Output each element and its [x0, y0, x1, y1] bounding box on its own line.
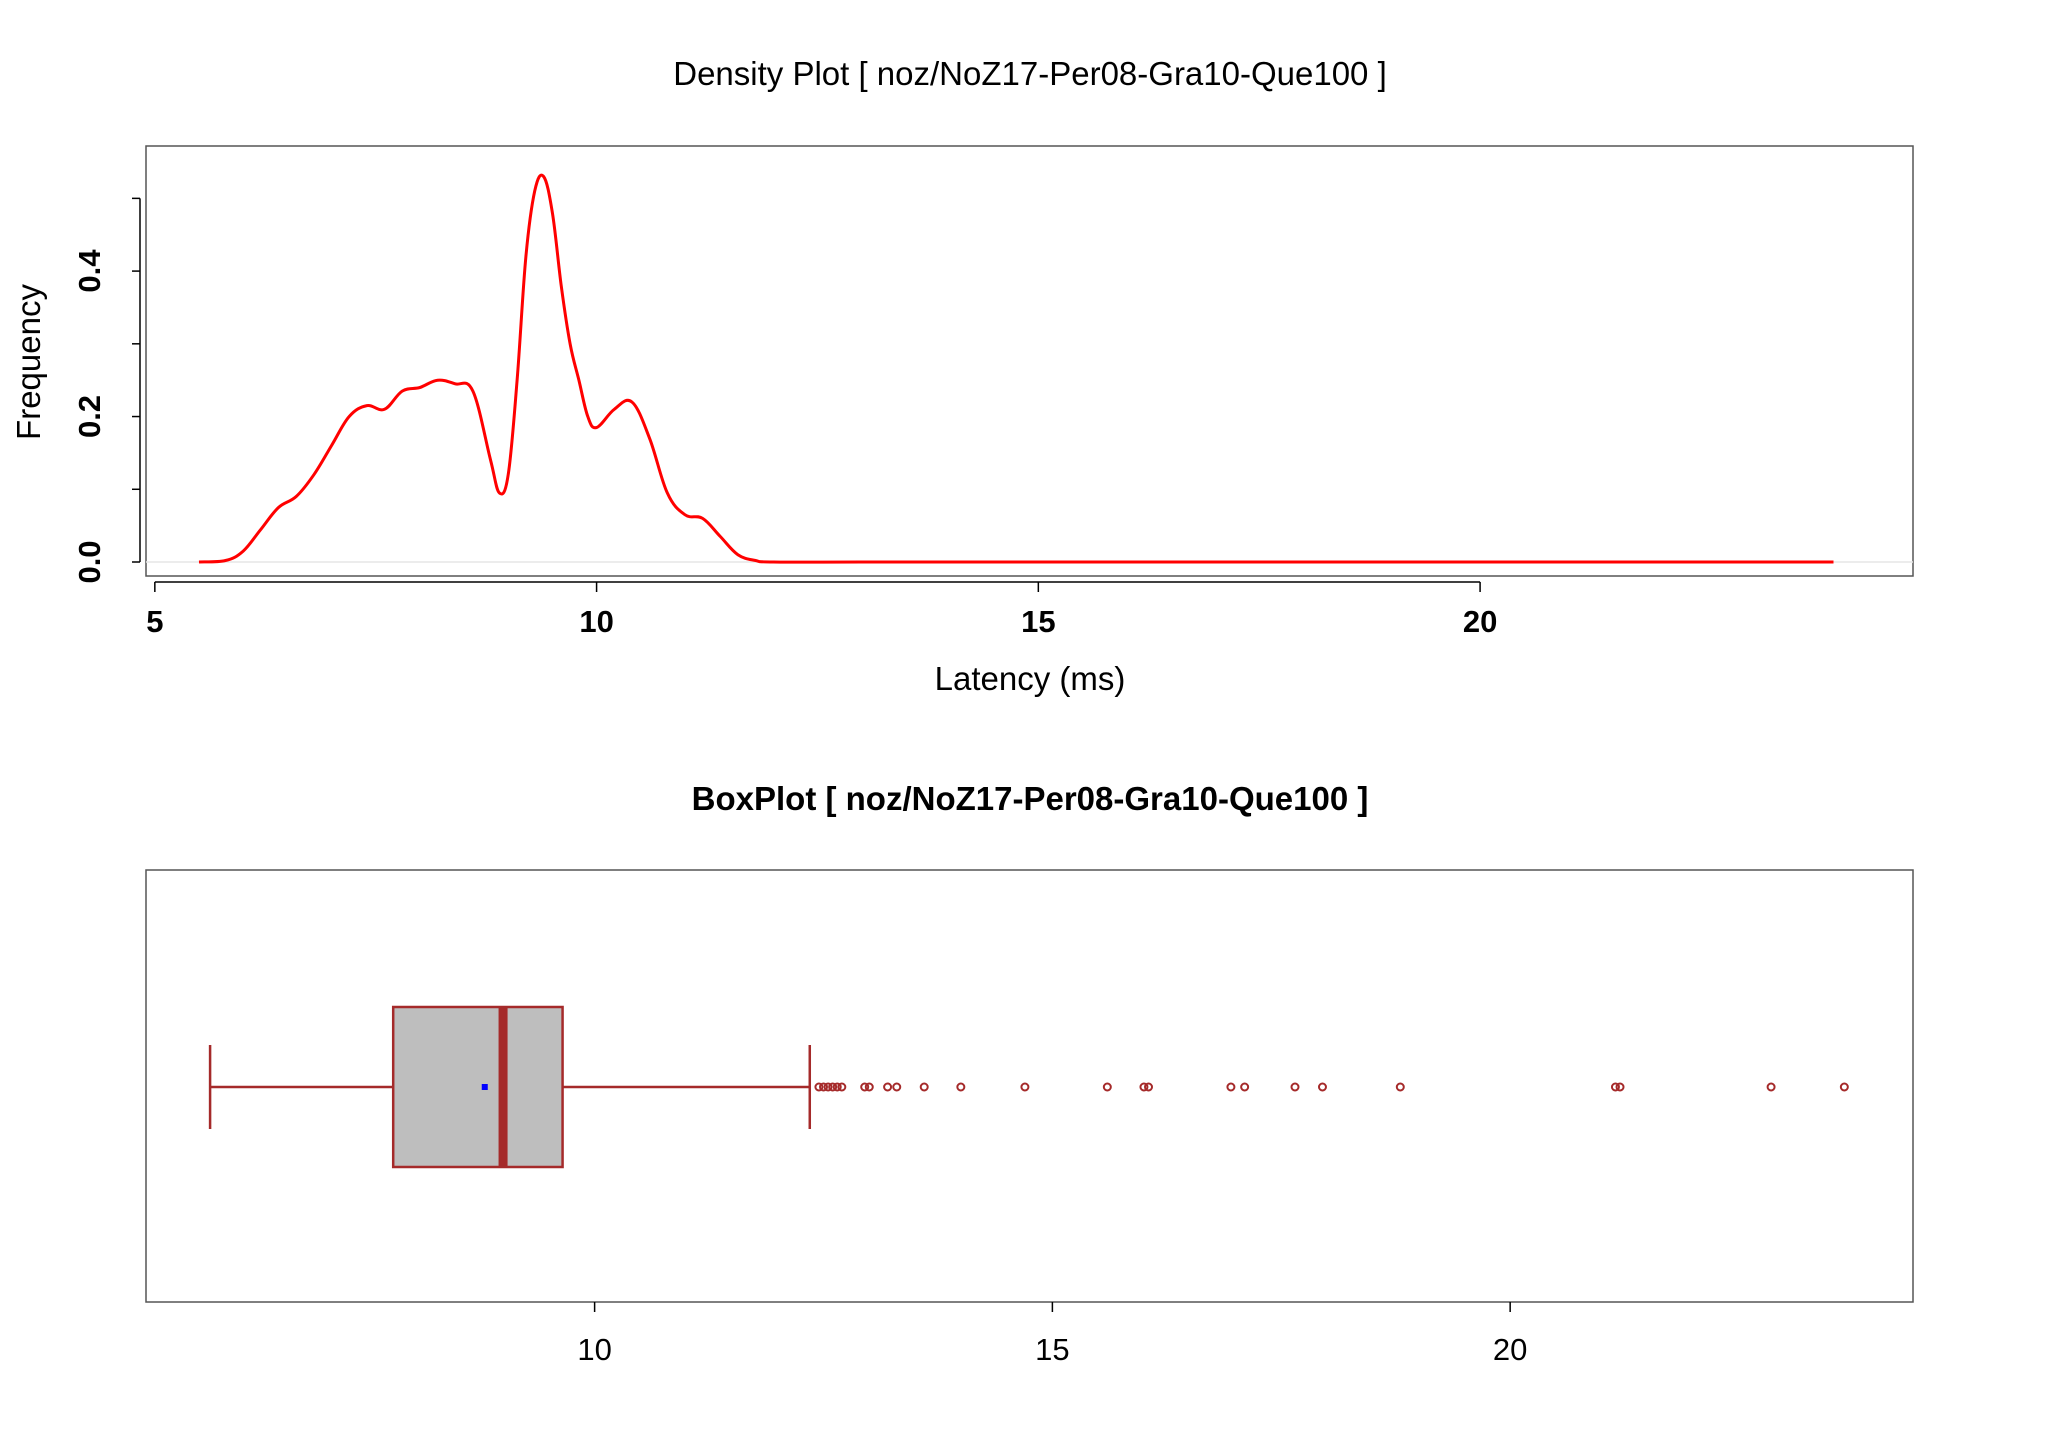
outlier-point [956, 1082, 966, 1092]
density-y-axis-label: Frequency [10, 284, 47, 440]
outlier-point [837, 1082, 847, 1092]
interquartile-box [391, 1005, 564, 1169]
density-x-tick-label: 20 [1463, 604, 1497, 639]
box-plot: BoxPlot [ noz/NoZ17-Per08-Gra10-Que100 ]… [145, 780, 1914, 1367]
outlier-point [1240, 1082, 1250, 1092]
outlier-point [823, 1082, 833, 1092]
outlier-point [832, 1082, 842, 1092]
mean-marker [481, 1084, 488, 1090]
density-frame [145, 145, 1914, 577]
outlier-point [864, 1082, 874, 1092]
outlier-point [1139, 1082, 1149, 1092]
outlier-point [1317, 1082, 1327, 1092]
outlier-point [828, 1082, 838, 1092]
density-y-tick-label: 0.2 [72, 395, 107, 438]
boxplot-x-tick-label: 15 [1035, 1332, 1069, 1367]
boxplot-title: BoxPlot [ noz/NoZ17-Per08-Gra10-Que100 ] [692, 780, 1369, 817]
density-x-tick-label: 10 [579, 604, 613, 639]
outlier-point [1839, 1082, 1849, 1092]
outlier-point [1615, 1082, 1625, 1092]
outlier-point [1020, 1082, 1030, 1092]
outlier-point [819, 1082, 829, 1092]
outlier-point [1226, 1082, 1236, 1092]
outlier-point [814, 1082, 824, 1092]
density-y-tick-label: 0.0 [72, 540, 107, 583]
density-y-tick-label: 0.4 [72, 249, 107, 293]
density-x-tick-label: 15 [1021, 604, 1055, 639]
outlier-point [860, 1082, 870, 1092]
density-x-tick-label: 5 [146, 604, 163, 639]
outlier-point [919, 1082, 929, 1092]
outlier-point [883, 1082, 893, 1092]
density-x-axis-label: Latency (ms) [935, 660, 1126, 697]
density-title: Density Plot [ noz/NoZ17-Per08-Gra10-Que… [673, 55, 1387, 92]
density-series-line [198, 173, 1834, 564]
outlier-point [1290, 1082, 1300, 1092]
outlier-point [1144, 1082, 1154, 1092]
boxplot-x-tick-label: 10 [577, 1332, 611, 1367]
outlier-point [1395, 1082, 1405, 1092]
outlier-point [1766, 1082, 1776, 1092]
boxplot-x-tick-label: 20 [1493, 1332, 1527, 1367]
outlier-point [1610, 1082, 1620, 1092]
outlier-point [1102, 1082, 1112, 1092]
density-plot: Density Plot [ noz/NoZ17-Per08-Gra10-Que… [10, 55, 1914, 697]
outlier-point [892, 1082, 902, 1092]
boxplot-frame [145, 869, 1914, 1303]
